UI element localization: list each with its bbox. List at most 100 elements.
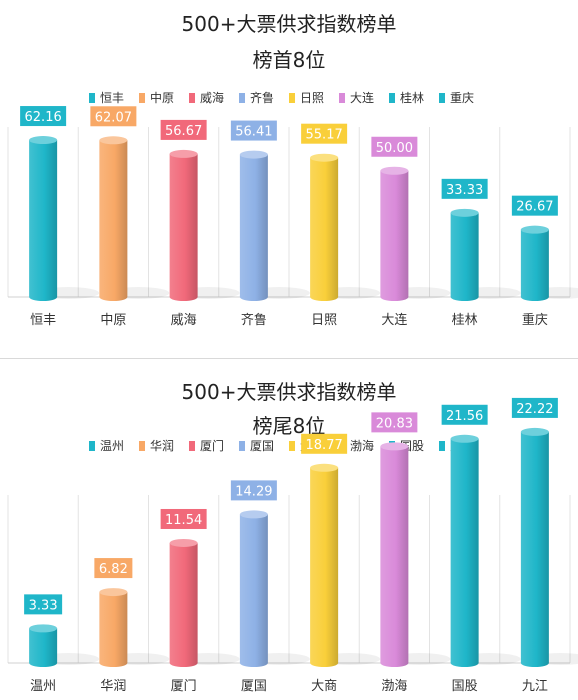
legend-item: 温州 xyxy=(89,439,124,453)
legend-swatch xyxy=(189,93,195,103)
data-label-box xyxy=(20,106,67,127)
legend-label: 温州 xyxy=(100,439,124,453)
bar xyxy=(450,208,479,301)
legend-swatch xyxy=(139,441,145,451)
legend-label: 威海 xyxy=(200,90,224,105)
legend-swatch xyxy=(239,441,245,451)
category-label: 厦门 xyxy=(171,679,197,694)
bar-body xyxy=(169,542,198,667)
chart-title: 500+大票供求指数榜单 xyxy=(181,12,397,36)
data-label-box xyxy=(230,120,277,141)
bar-body xyxy=(450,212,479,301)
data-label-text: 14.29 xyxy=(235,484,272,499)
chart-top-svg: 恒丰 中原 威海 齐鲁 日照 大连 桂林 重庆62.16恒丰62.07中原56.67威海56.… xyxy=(7,90,578,328)
legend-item: 重庆 xyxy=(439,91,474,105)
legend-label: 厦门 xyxy=(200,438,224,453)
data-label: 62.16 xyxy=(20,106,67,127)
legend-label: 厦国 xyxy=(250,439,274,453)
legend-item: 厦门 xyxy=(189,438,224,453)
data-label-box xyxy=(160,508,207,529)
category-label: 华润 xyxy=(100,679,126,694)
category-label: 日照 xyxy=(311,313,337,328)
data-label: 56.41 xyxy=(230,120,277,141)
data-label-text: 3.33 xyxy=(29,598,58,613)
bar xyxy=(310,463,339,667)
legend-label: 大连 xyxy=(350,90,374,105)
bar xyxy=(310,153,339,301)
data-label-text: 33.33 xyxy=(446,183,483,198)
bar xyxy=(520,225,549,301)
category-label: 中原 xyxy=(100,313,126,328)
bar-body xyxy=(310,467,339,667)
data-label: 3.33 xyxy=(24,594,63,615)
bar xyxy=(99,136,128,301)
legend-label: 中原 xyxy=(150,90,174,105)
chart-bottom-svg: 温州华润厦门厦国大商渤海国股九江3.33温州6.82华润11.54厦门14.29… xyxy=(7,397,578,694)
data-label: 6.82 xyxy=(94,558,133,579)
data-label: 56.67 xyxy=(160,119,207,140)
bar xyxy=(99,588,128,667)
data-label-box xyxy=(511,397,558,418)
legend-item: 大连 xyxy=(339,90,374,105)
legend-swatch xyxy=(139,93,145,103)
legend-item: 日照 xyxy=(289,91,324,105)
legend-item: 中原 xyxy=(139,90,174,105)
data-label: 22.22 xyxy=(511,397,558,418)
data-label-box xyxy=(94,558,133,579)
legend-item: 齐鲁 xyxy=(239,90,274,105)
data-label: 18.77 xyxy=(301,433,348,454)
category-label: 齐鲁 xyxy=(241,312,267,328)
data-label: 50.00 xyxy=(371,136,418,157)
data-label-box xyxy=(301,433,348,454)
data-label: 26.67 xyxy=(511,195,558,216)
legend-label: 桂林 xyxy=(400,90,424,105)
data-label-text: 56.41 xyxy=(235,125,272,140)
chart-subtitle: 榜首8位 xyxy=(252,48,326,72)
legend-swatch xyxy=(239,93,245,103)
legend-item: 厦国 xyxy=(239,439,274,453)
bar-body xyxy=(239,154,268,301)
panel-divider xyxy=(0,358,578,359)
legend-swatch xyxy=(339,93,345,103)
data-label-text: 6.82 xyxy=(99,562,128,577)
bar xyxy=(29,136,58,301)
data-label-box xyxy=(441,404,488,425)
bar-top xyxy=(520,225,549,234)
bar-top xyxy=(99,136,128,145)
bar-body xyxy=(310,157,339,301)
data-label: 55.17 xyxy=(301,123,348,144)
data-label-box xyxy=(301,123,348,144)
legend-swatch xyxy=(89,93,95,103)
data-label: 21.56 xyxy=(441,404,488,425)
data-label-text: 62.16 xyxy=(25,110,62,125)
legend-label: 渤海 xyxy=(350,438,374,453)
bar-body xyxy=(380,170,409,301)
legend-label: 重庆 xyxy=(450,91,474,105)
bar-body xyxy=(169,153,198,301)
bar-body xyxy=(99,592,128,667)
bar xyxy=(239,510,268,667)
bar-top xyxy=(380,442,409,451)
category-label: 大连 xyxy=(381,312,407,328)
category-label: 重庆 xyxy=(522,312,548,328)
legend-swatch xyxy=(89,441,95,451)
data-label-box xyxy=(371,136,418,157)
bar xyxy=(239,150,268,301)
bar-top xyxy=(310,463,339,472)
data-label-text: 11.54 xyxy=(165,513,202,528)
data-label: 20.83 xyxy=(371,412,418,433)
category-label: 温州 xyxy=(30,679,56,694)
bar xyxy=(169,538,198,667)
category-label: 九江 xyxy=(522,679,548,694)
legend-item: 华润 xyxy=(139,439,174,453)
data-label-text: 20.83 xyxy=(376,416,413,431)
legend-item: 威海 xyxy=(189,90,224,105)
bar-top xyxy=(450,434,479,443)
data-label-box xyxy=(441,178,488,199)
chart-title-2: 500+大票供求指数榜单 xyxy=(181,380,397,404)
legend-swatch xyxy=(439,441,445,451)
bar-top xyxy=(239,150,268,159)
bar-body xyxy=(520,229,549,301)
data-label: 33.33 xyxy=(441,178,488,199)
bar xyxy=(380,442,409,667)
